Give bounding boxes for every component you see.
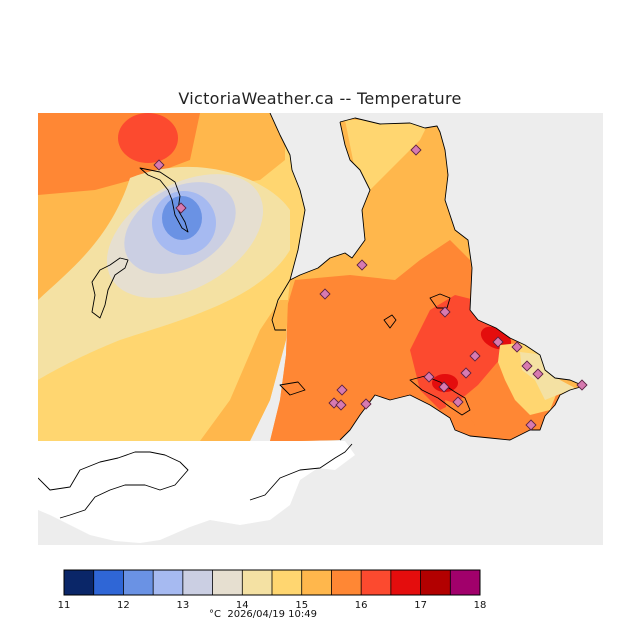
vancouver-island-coast — [289, 117, 585, 441]
station-marker[interactable] — [410, 144, 422, 156]
legend-tick-label: 11 — [58, 600, 71, 610]
south-islet — [279, 381, 306, 396]
station-marker[interactable] — [356, 259, 368, 271]
legend-tick-label: 17 — [414, 600, 427, 610]
legend-color-bins — [64, 570, 481, 595]
station-marker[interactable] — [452, 396, 464, 408]
station-marker[interactable] — [438, 381, 450, 393]
unit-label: °C — [209, 609, 221, 620]
station-marker[interactable] — [439, 306, 451, 318]
station-marker[interactable] — [521, 360, 533, 372]
legend-bin — [182, 570, 213, 595]
island-lake — [429, 293, 451, 309]
station-marker[interactable] — [175, 202, 187, 214]
legend-ticks: 11 12 13 14 15 16 17 18 — [58, 600, 487, 610]
station-marker[interactable] — [511, 341, 523, 353]
station-marker[interactable] — [469, 350, 481, 362]
station-marker[interactable] — [360, 398, 372, 410]
mainland-coast — [269, 113, 306, 331]
legend-bin — [212, 570, 243, 595]
legend-bin — [450, 570, 481, 595]
legend-tick-label: 16 — [355, 600, 368, 610]
small-island-west — [91, 257, 129, 319]
legend-bin — [93, 570, 124, 595]
legend-tick-label: 15 — [295, 600, 308, 610]
inlet-north — [139, 167, 189, 233]
legend-bin — [301, 570, 332, 595]
station-marker[interactable] — [319, 288, 331, 300]
legend-bin — [123, 570, 154, 595]
legend-bin — [242, 570, 273, 595]
south-shore — [38, 443, 353, 519]
legend-tick-label: 14 — [236, 600, 249, 610]
weather-stations — [153, 144, 588, 431]
coastlines — [38, 113, 585, 519]
legend-tick-label: 18 — [474, 600, 487, 610]
legend-bin — [361, 570, 392, 595]
legend-bin — [331, 570, 362, 595]
legend-tick-label: 13 — [176, 600, 189, 610]
map-title: VictoriaWeather.ca -- Temperature — [178, 89, 462, 108]
legend-bin — [272, 570, 303, 595]
legend-tick-label: 12 — [117, 600, 130, 610]
station-marker[interactable] — [460, 367, 472, 379]
station-marker[interactable] — [153, 159, 165, 171]
legend-bin — [64, 570, 95, 595]
timestamp-label: 2026/04/19 10:49 — [227, 609, 317, 620]
station-marker[interactable] — [532, 368, 544, 380]
legend-bin — [153, 570, 184, 595]
island-small-lake — [383, 314, 397, 329]
temperature-legend: 11 12 13 14 15 16 17 18 — [58, 569, 487, 610]
station-marker[interactable] — [525, 419, 537, 431]
station-marker[interactable] — [576, 379, 588, 391]
mainland-temperature-fill — [38, 113, 305, 441]
station-marker[interactable] — [335, 399, 347, 411]
island-channel — [409, 375, 471, 416]
legend-bin — [390, 570, 421, 595]
station-marker[interactable] — [336, 384, 348, 396]
legend-caption: °C 2026/04/19 10:49 — [209, 609, 317, 620]
temperature-map — [38, 113, 603, 545]
station-marker[interactable] — [423, 371, 435, 383]
legend-bin — [420, 570, 451, 595]
station-marker[interactable] — [492, 336, 504, 348]
blank-land-south — [38, 441, 355, 543]
legend-border — [63, 569, 481, 596]
